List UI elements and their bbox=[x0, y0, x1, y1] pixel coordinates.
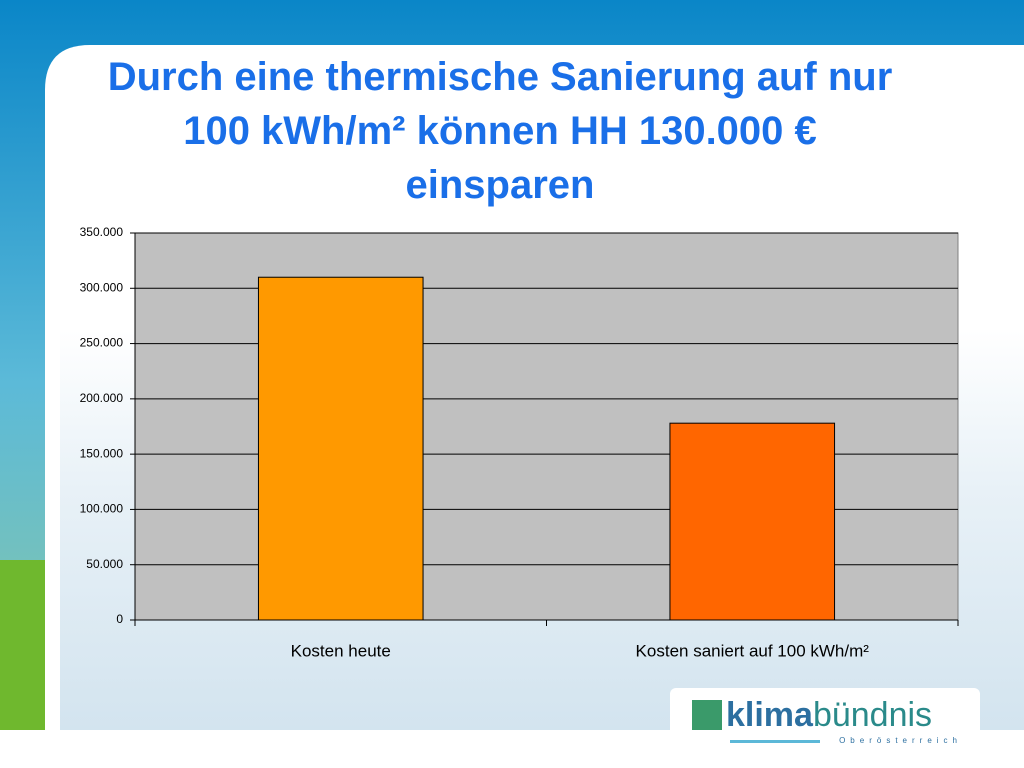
logo: klimabündnis Oberösterreich bbox=[670, 688, 980, 746]
logo-name: klimabündnis bbox=[726, 696, 932, 734]
logo-light: bündnis bbox=[813, 696, 932, 734]
bar bbox=[257, 276, 424, 621]
logo-region: Oberösterreich bbox=[839, 736, 962, 745]
y-tick-label: 50.000 bbox=[86, 557, 123, 571]
logo-bold: klima bbox=[726, 696, 814, 734]
x-tick-label: Kosten heute bbox=[291, 641, 391, 660]
y-tick-label: 200.000 bbox=[80, 391, 124, 405]
y-tick-label: 150.000 bbox=[80, 446, 124, 460]
bar bbox=[669, 422, 836, 621]
chart-title: Durch eine thermische Sanierung auf nur … bbox=[107, 55, 893, 207]
y-tick-label: 0 bbox=[116, 612, 123, 626]
y-tick-label: 100.000 bbox=[80, 502, 124, 516]
y-tick-label: 250.000 bbox=[80, 336, 124, 350]
logo-line bbox=[730, 740, 820, 743]
logo-icon bbox=[692, 700, 722, 730]
y-tick-label: 350.000 bbox=[80, 225, 124, 239]
footer-edge bbox=[45, 730, 46, 768]
x-tick-label: Kosten saniert auf 100 kWh/m² bbox=[636, 641, 870, 660]
y-tick-label: 300.000 bbox=[80, 280, 124, 294]
logo-box bbox=[670, 688, 980, 746]
